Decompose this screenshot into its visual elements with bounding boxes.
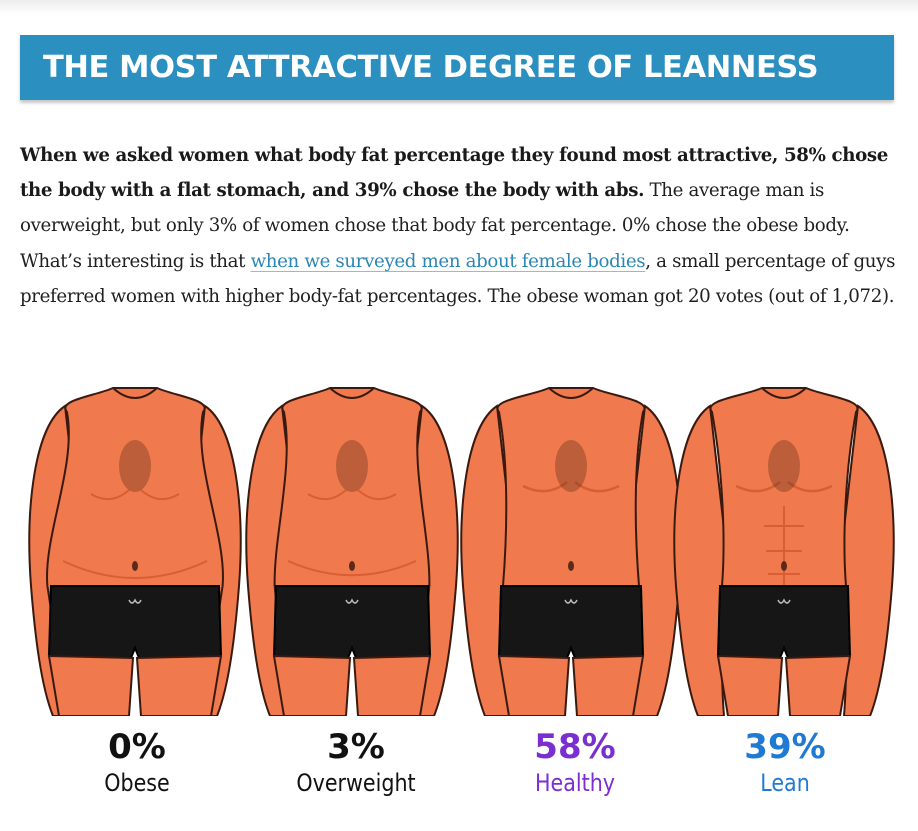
female-bodies-survey-link[interactable]: when we surveyed men about female bodies: [250, 250, 646, 272]
section-banner: THE MOST ATTRACTIVE DEGREE OF LEANNESS: [20, 35, 894, 100]
right-leg: [352, 654, 432, 716]
lean-label: Lean: [760, 769, 810, 797]
chest-hair: [336, 440, 368, 492]
paragraph-text-1: The average man is overweight, but only …: [20, 180, 850, 272]
drawstring: [777, 598, 791, 604]
black-shorts: [272, 585, 432, 660]
drawstring: [345, 598, 359, 604]
right-leg: [135, 654, 223, 716]
overweight-percentage: 3%: [327, 727, 385, 767]
obese-label: Obese: [104, 769, 170, 797]
lean-percentage: 39%: [744, 727, 826, 767]
overweight-label: Overweight: [296, 769, 416, 797]
body-label-overweight: 3% Overweight: [246, 728, 466, 800]
black-shorts: [497, 585, 645, 660]
healthy-percentage: 58%: [534, 727, 616, 767]
neckline: [761, 387, 807, 399]
obese-body-figure: [28, 387, 242, 716]
abdominal-lines: [764, 506, 804, 591]
overweight-body-figure: [245, 387, 459, 716]
article-paragraph: When we asked women what body fat percen…: [20, 138, 900, 314]
black-shorts: [47, 585, 223, 660]
healthy-body-figure: [460, 387, 682, 716]
navel: [349, 561, 355, 571]
chest-lines: [90, 489, 180, 501]
navel: [781, 561, 787, 571]
body-label-lean: 39% Lean: [675, 728, 895, 800]
body-label-obese: 0% Obese: [27, 728, 247, 800]
drawstring: [128, 598, 142, 604]
chest-hair: [768, 440, 800, 492]
section-title: THE MOST ATTRACTIVE DEGREE OF LEANNESS: [43, 50, 819, 85]
neckline: [329, 387, 375, 399]
body-fat-comparison-illustration: [28, 387, 895, 716]
pectoral-lines: [735, 481, 833, 493]
right-leg: [784, 654, 852, 716]
healthy-label: Healthy: [534, 769, 615, 797]
drawstring: [564, 598, 578, 604]
right-leg: [571, 654, 645, 716]
obese-percentage: 0%: [108, 727, 166, 767]
neckline: [548, 387, 594, 399]
navel: [568, 561, 574, 571]
left-leg: [47, 654, 135, 716]
chest-hair: [119, 440, 151, 492]
neckline: [112, 387, 158, 399]
navel: [132, 561, 138, 571]
bold-lead-text: When we asked women what body fat percen…: [20, 145, 888, 202]
body-label-healthy: 58% Healthy: [465, 728, 685, 800]
left-leg: [716, 654, 784, 716]
paragraph-text-2: , a small percentage of guys preferred w…: [20, 250, 896, 307]
left-leg: [272, 654, 352, 716]
black-shorts: [716, 585, 852, 660]
chest-hair: [555, 440, 587, 492]
belly-fold: [287, 560, 417, 577]
pectoral-lines: [522, 481, 620, 493]
left-leg: [497, 654, 571, 716]
belly-fold: [62, 560, 208, 579]
top-shadow: [0, 0, 918, 14]
lean-body-figure: [673, 387, 895, 716]
chest-lines: [307, 489, 397, 501]
